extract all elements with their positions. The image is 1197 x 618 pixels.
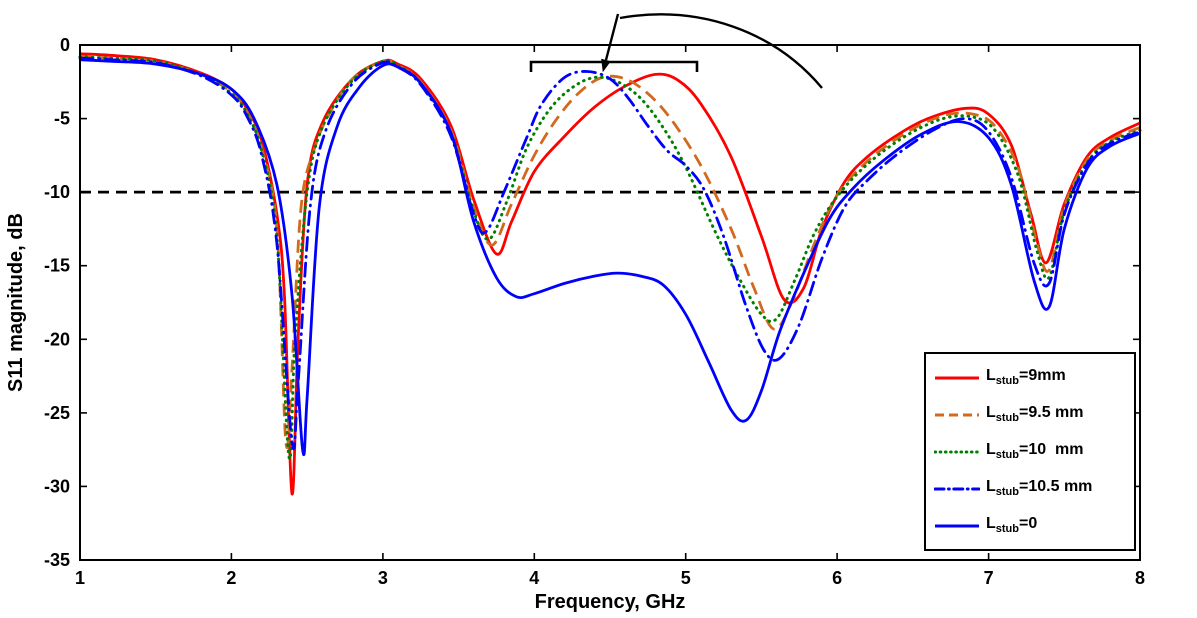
legend-line-sample — [934, 487, 980, 490]
legend-line-sample — [935, 524, 979, 527]
legend-label: Lstub=9.5 mm — [986, 404, 1084, 425]
x-tick-label: 7 — [984, 568, 994, 588]
y-tick-label: -5 — [54, 109, 70, 129]
legend: Lstub=9mm Lstub=9.5 mm Lstub=10 mm Lstub=10… — [924, 352, 1136, 551]
legend-item-2: Lstub=10 mm — [926, 433, 1134, 470]
x-tick-label: 4 — [529, 568, 539, 588]
x-tick-label: 5 — [681, 568, 691, 588]
y-tick-label: -25 — [44, 403, 70, 423]
series-curve-2 — [78, 55, 1142, 461]
y-tick-label: 0 — [60, 35, 70, 55]
series-curve-4 — [79, 58, 1141, 457]
legend-label: Lstub=10 mm — [986, 441, 1084, 462]
legend-line-sample — [935, 413, 979, 416]
y-tick-label: -20 — [44, 329, 70, 349]
legend-label: Lstub=10.5 mm — [986, 478, 1093, 499]
legend-label: Lstub=0 — [986, 515, 1038, 536]
legend-item-1: Lstub=9.5 mm — [926, 396, 1134, 433]
x-tick-label: 8 — [1135, 568, 1145, 588]
series-curve-1 — [79, 55, 1141, 449]
legend-line-sample — [935, 376, 979, 379]
legend-label: Lstub=9mm — [986, 367, 1066, 388]
legend-item-3: Lstub=10.5 mm — [926, 470, 1134, 507]
band-bracket — [529, 60, 699, 72]
y-tick-label: -10 — [44, 182, 70, 202]
x-axis-label: Frequency, GHz — [535, 591, 686, 613]
legend-item-0: Lstub=9mm — [926, 359, 1134, 396]
legend-item-4: Lstub=0 — [926, 507, 1134, 544]
annotation-arrow-head — [601, 58, 611, 73]
x-tick-label: 3 — [378, 568, 388, 588]
legend-line-sample — [934, 450, 980, 453]
series-curve-0 — [79, 52, 1141, 496]
y-tick-label: -30 — [44, 476, 70, 496]
annotation-arrow-shaft — [604, 13, 620, 61]
y-tick-label: -15 — [44, 256, 70, 276]
x-tick-label: 1 — [75, 568, 85, 588]
series-curve-3 — [78, 56, 1142, 451]
x-tick-label: 6 — [832, 568, 842, 588]
annotation-leader-line — [619, 13, 823, 89]
x-tick-label: 2 — [226, 568, 236, 588]
y-axis-label: S11 magnitude, dB — [5, 213, 27, 392]
y-tick-label: -35 — [44, 550, 70, 570]
